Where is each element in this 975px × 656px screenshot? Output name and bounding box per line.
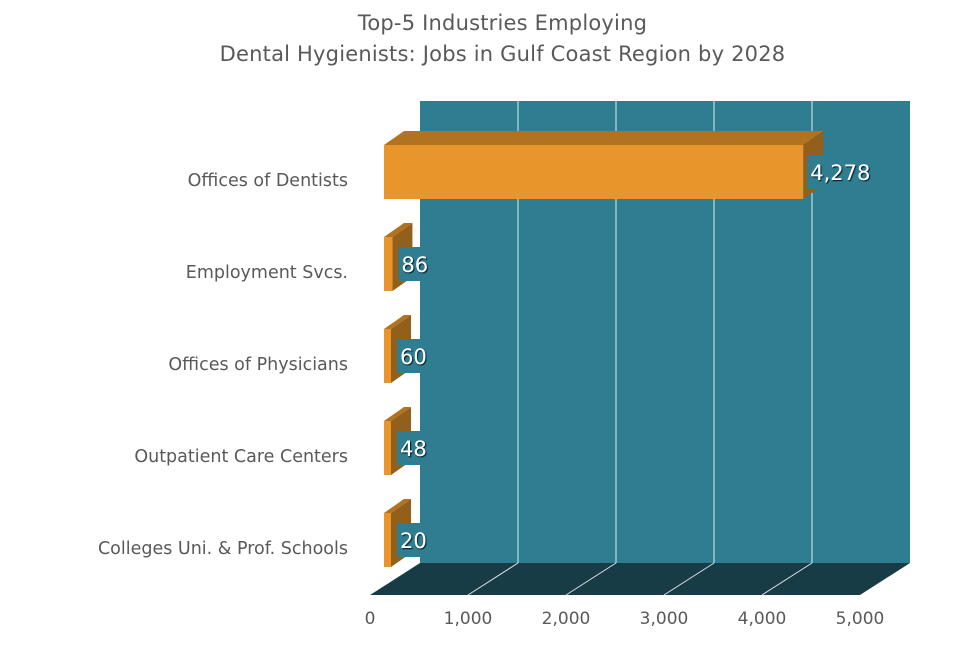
x-tick-label: 1,000: [443, 609, 493, 629]
chart-floor: [370, 563, 910, 595]
chart-title-line-1: Top-5 Industries Employing: [357, 11, 648, 35]
category-label: Offices of Physicians: [168, 355, 348, 375]
x-tick-label: 2,000: [541, 609, 591, 629]
value-label: 4,278: [810, 161, 870, 185]
category-label: Colleges Uni. & Prof. Schools: [97, 539, 348, 559]
x-tick-label: 0: [364, 609, 376, 629]
value-label: 60: [400, 345, 427, 369]
value-label: 86: [401, 253, 428, 277]
category-label: Offices of Dentists: [187, 171, 348, 191]
x-tick-label: 3,000: [639, 609, 689, 629]
category-label: Employment Svcs.: [185, 263, 348, 283]
x-tick-label: 5,000: [835, 609, 885, 629]
chart-value-labels: 4,278 86 60 48 20: [397, 155, 874, 557]
value-label: 48: [400, 437, 427, 461]
x-tick-label: 4,000: [737, 609, 787, 629]
bar-1: [384, 131, 824, 199]
chart-title-line-2: Dental Hygienists: Jobs in Gulf Coast Re…: [219, 42, 786, 66]
chart-title: Top-5 Industries Employing Dental Hygien…: [0, 8, 975, 70]
category-label: Outpatient Care Centers: [134, 447, 348, 467]
value-label: 20: [400, 529, 427, 553]
